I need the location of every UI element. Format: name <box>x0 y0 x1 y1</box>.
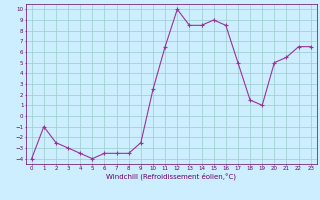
X-axis label: Windchill (Refroidissement éolien,°C): Windchill (Refroidissement éolien,°C) <box>106 172 236 180</box>
